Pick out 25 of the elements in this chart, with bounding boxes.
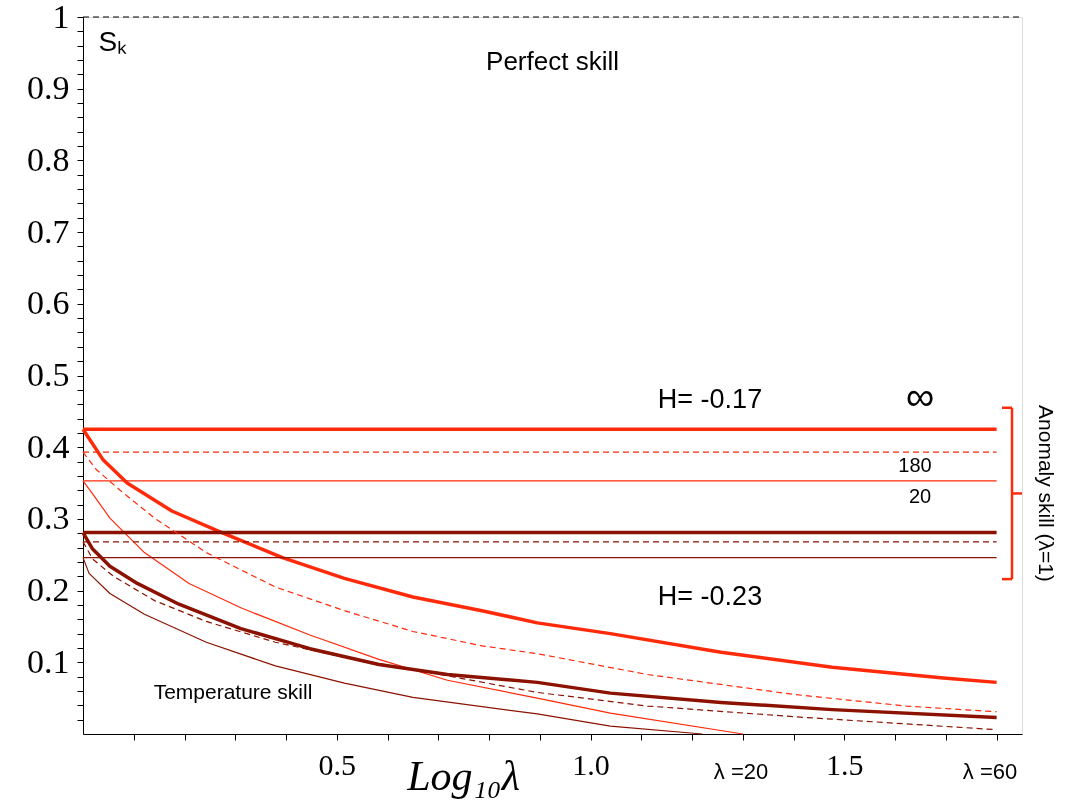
ref-line-label: Perfect skill — [486, 46, 619, 76]
text: Anomaly skill (λ=1) — [1035, 405, 1058, 582]
annotation: 20 — [908, 485, 932, 507]
x-tick-label: 0.5 — [318, 747, 357, 781]
annotation: H= -0.17 — [657, 384, 763, 414]
x-tick-label: 1.0 — [572, 747, 610, 781]
text: λ =20 — [713, 759, 769, 784]
annotation: ∞ — [905, 374, 935, 418]
annotation: H= -0.23 — [657, 581, 763, 611]
annotation: Temperature skill — [153, 680, 313, 703]
y-axis-title: Sₖ — [98, 25, 128, 57]
x-tick-label: 1.5 — [826, 747, 864, 781]
y-tick-label: 0.1 — [27, 642, 70, 680]
y-tick-label: 0.7 — [27, 212, 70, 250]
y-tick-label: 0.6 — [27, 284, 70, 322]
annotation: 180 — [898, 454, 932, 476]
text: λ =60 — [962, 759, 1018, 784]
y-tick-label: 0.3 — [27, 499, 70, 537]
x-axis-title: Log₁₀λ — [406, 752, 520, 799]
y-tick-label: 0.2 — [27, 571, 70, 609]
y-tick-label: 0.9 — [27, 69, 70, 107]
y-tick-label: 0.8 — [27, 140, 70, 178]
y-tick-label: 0.5 — [27, 356, 70, 393]
y-tick-label: 0.4 — [27, 427, 70, 465]
y-tick-label: 1 — [52, 0, 70, 35]
